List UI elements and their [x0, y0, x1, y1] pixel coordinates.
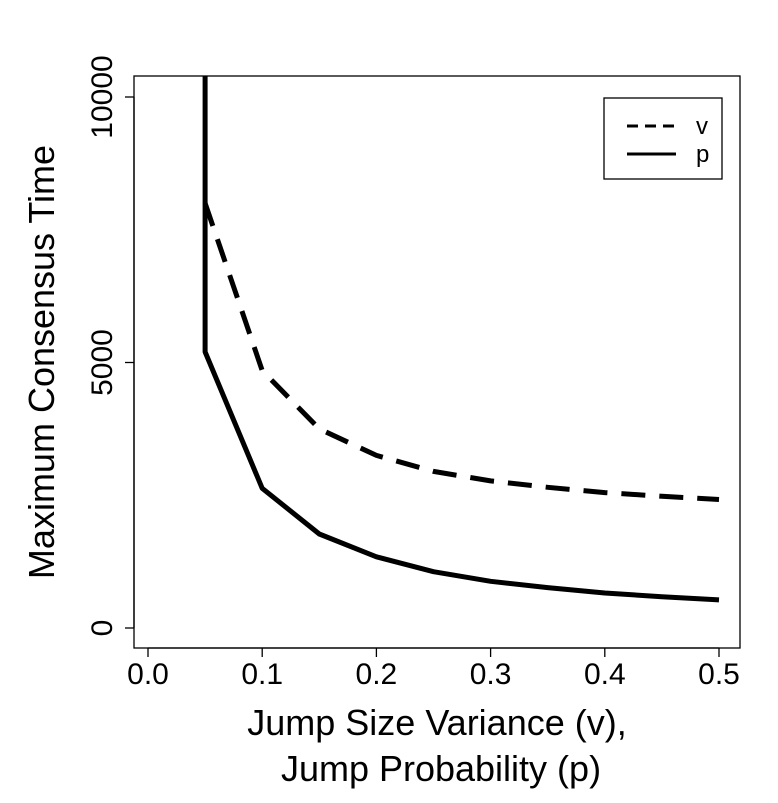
x-axis-title-line-1: Jump Size Variance (v), [247, 702, 626, 743]
x-tick-label: 0.3 [470, 658, 512, 691]
x-tick-label: 0.5 [698, 658, 740, 691]
y-axis-title: Maximum Consensus Time [21, 145, 62, 579]
series-line-p [202, 76, 720, 603]
series-line-v [202, 202, 720, 502]
legend-box [603, 97, 723, 180]
x-tick-label: 0.4 [584, 658, 626, 691]
y-tick-label: 5000 [86, 329, 119, 396]
legend-label-v: v [696, 113, 708, 140]
x-tick-label: 0.1 [241, 658, 283, 691]
x-tick-label: 0.2 [356, 658, 398, 691]
x-tick-label: 0.0 [127, 658, 169, 691]
legend: v p [603, 97, 723, 180]
series-layer [202, 76, 720, 603]
x-axis: 0.0 0.1 0.2 0.3 0.4 0.5 [127, 647, 740, 691]
y-axis: 0 5000 10000 [86, 55, 135, 637]
y-tick-label: 0 [86, 620, 119, 637]
y-tick-label: 10000 [86, 55, 119, 138]
legend-label-p: p [696, 141, 709, 168]
x-axis-title-line-2: Jump Probability (p) [281, 748, 601, 789]
